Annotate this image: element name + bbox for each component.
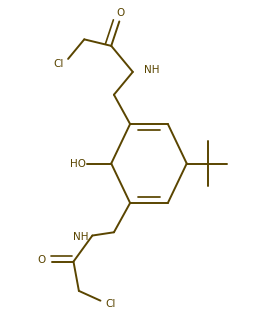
Text: O: O bbox=[37, 255, 45, 265]
Text: HO: HO bbox=[70, 159, 86, 168]
Text: Cl: Cl bbox=[54, 59, 64, 69]
Text: Cl: Cl bbox=[106, 299, 116, 309]
Text: O: O bbox=[117, 8, 125, 18]
Text: NH: NH bbox=[73, 232, 88, 242]
Text: NH: NH bbox=[144, 65, 159, 75]
